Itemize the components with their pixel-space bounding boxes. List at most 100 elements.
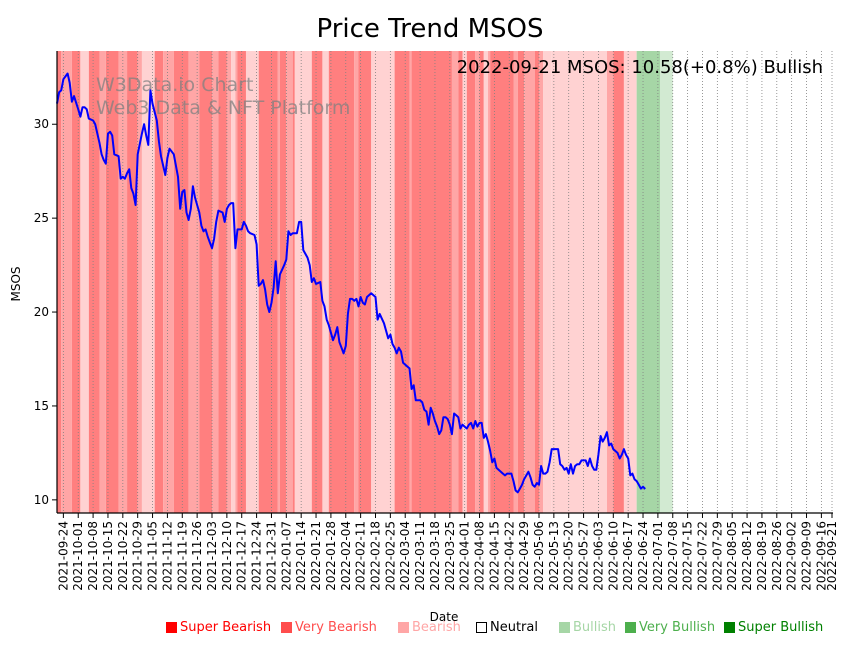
x-gridlines	[62, 51, 833, 513]
x-tick-label: 2022-09-21	[825, 521, 839, 591]
x-tick-label: 2022-04-01	[458, 521, 472, 591]
y-tick-label: 10	[34, 493, 49, 507]
x-tick-label: 2022-05-06	[532, 521, 546, 591]
x-tick-label: 2022-01-07	[279, 521, 293, 591]
band-very-bearish	[479, 51, 484, 513]
band-light-bearish	[371, 51, 395, 513]
legend-swatch	[476, 622, 487, 633]
x-tick-label: 2022-08-19	[755, 521, 769, 591]
legend-label: Super Bullish	[738, 620, 824, 635]
band-very-bearish	[458, 51, 463, 513]
price-series-line	[56, 72, 646, 494]
x-tick-label: 2022-01-28	[324, 521, 338, 591]
band-bearish	[163, 51, 174, 513]
band-bullish	[660, 51, 673, 513]
band-very-bearish	[517, 51, 525, 513]
legend-label: Super Bearish	[180, 620, 272, 635]
band-very-bearish	[154, 51, 164, 513]
band-bearish	[524, 51, 535, 513]
x-tick-label: 2022-03-04	[398, 521, 412, 591]
band-very-bearish	[328, 51, 355, 513]
x-tick-label: 2021-11-26	[190, 521, 204, 591]
band-very-bearish	[411, 51, 452, 513]
x-axis-label: Date	[430, 610, 459, 624]
x-tick-label: 2021-10-01	[71, 521, 85, 591]
x-tick-label: 2021-10-15	[101, 521, 115, 591]
band-bearish	[99, 51, 106, 513]
x-tick-label: 2022-07-29	[710, 521, 724, 591]
x-ticks: 2021-09-24 2021-10-01 2021-10-08 2021-10-15…	[56, 513, 839, 591]
x-tick-label: 2022-08-05	[725, 521, 739, 591]
latest-price-annotation: 2022-09-21 MSOS: 10.58(+0.8%) Bullish	[457, 57, 823, 78]
band-bearish	[451, 51, 459, 513]
legend-item-very-bearish: Very Bearish	[281, 620, 377, 635]
band-very-bearish	[218, 51, 227, 513]
x-tick-label: 2021-12-31	[264, 521, 278, 591]
band-very-bearish	[311, 51, 323, 513]
band-bearish	[286, 51, 293, 513]
x-tick-label: 2021-12-03	[205, 521, 219, 591]
x-tick-label: 2022-02-25	[383, 521, 397, 591]
band-light-bearish	[245, 51, 259, 513]
band-bearish	[488, 51, 491, 513]
band-bearish	[212, 51, 219, 513]
x-tick-label: 2022-09-02	[785, 521, 799, 591]
legend-item-very-bullish: Very Bullish	[625, 620, 715, 635]
x-tick-label: 2021-10-22	[116, 521, 130, 591]
watermark-line-2: Web3 Data & NFT Platform	[96, 97, 350, 119]
band-bearish	[606, 51, 614, 513]
x-tick-label: 2021-11-19	[175, 521, 189, 591]
band-bearish	[354, 51, 359, 513]
x-tick-label: 2021-12-10	[220, 521, 234, 591]
legend-swatch	[398, 622, 409, 633]
x-tick-label: 2022-09-09	[800, 521, 814, 591]
band-very-bullish	[636, 51, 661, 513]
y-tick-label: 30	[34, 117, 49, 131]
watermark-line-1: W3Data.io Chart	[96, 74, 253, 96]
y-axis-label: MSOS	[9, 266, 23, 301]
y-tick-label: 25	[34, 211, 49, 225]
band-very-bearish	[173, 51, 189, 513]
band-very-bearish	[105, 51, 119, 513]
legend-swatch	[281, 622, 292, 633]
legend-swatch	[559, 622, 570, 633]
x-tick-label: 2021-12-24	[250, 521, 264, 591]
band-light-bearish	[231, 51, 236, 513]
x-tick-label: 2022-07-08	[666, 521, 680, 591]
band-light-bearish	[551, 51, 607, 513]
x-tick-label: 2021-10-29	[131, 521, 145, 591]
band-light-bearish	[80, 51, 89, 513]
chart-title: Price Trend MSOS	[316, 14, 543, 44]
band-bearish	[409, 51, 412, 513]
x-tick-label: 2022-04-29	[517, 521, 531, 591]
band-light-bearish	[483, 51, 489, 513]
band-very-bearish	[279, 51, 287, 513]
band-very-bearish	[358, 51, 372, 513]
x-tick-label: 2022-04-08	[473, 521, 487, 591]
band-bearish	[61, 51, 72, 513]
band-light-bearish	[141, 51, 155, 513]
x-tick-label: 2022-09-16	[814, 521, 828, 591]
x-tick-label: 2022-05-13	[547, 521, 561, 591]
band-very-bearish	[88, 51, 100, 513]
band-light-bearish	[623, 51, 637, 513]
band-bearish	[538, 51, 544, 513]
x-tick-label: 2022-02-18	[368, 521, 382, 591]
x-tick-label: 2022-03-25	[443, 521, 457, 591]
legend-label: Neutral	[490, 620, 538, 635]
band-very-bearish	[199, 51, 212, 513]
x-tick-label: 2022-03-11	[413, 521, 427, 591]
x-tick-label: 2022-01-21	[309, 521, 323, 591]
band-very-bearish	[57, 51, 62, 513]
x-tick-label: 2022-03-18	[428, 521, 442, 591]
band-bearish	[226, 51, 232, 513]
band-bearish	[513, 51, 518, 513]
axes	[56, 51, 833, 514]
legend-item-bullish: Bullish	[559, 620, 616, 635]
x-tick-label: 2022-08-12	[740, 521, 754, 591]
band-very-bearish	[292, 51, 295, 513]
legend-item-bearish: Bearish	[398, 620, 461, 635]
x-tick-label: 2022-05-27	[577, 521, 591, 591]
band-very-bearish	[71, 51, 81, 513]
